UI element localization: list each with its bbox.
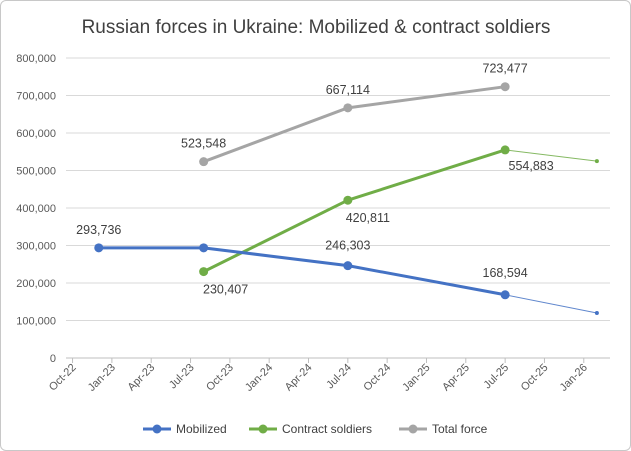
trend-lines — [505, 149, 599, 315]
x-tick-label: Jul-24 — [324, 362, 354, 392]
x-tick-label: Apr-23 — [125, 362, 157, 394]
x-tick-label: Jan-24 — [243, 362, 275, 394]
x-tick-label: Oct-22 — [47, 362, 79, 394]
x-tick-label: Jul-23 — [167, 362, 197, 392]
x-tick-label: Oct-23 — [204, 362, 236, 394]
gridlines — [66, 57, 610, 359]
data-point — [199, 157, 209, 167]
data-point — [343, 261, 353, 271]
x-tick-label: Jul-25 — [482, 362, 512, 392]
x-axis-ticks: Oct-22 Jan-23 Apr-23 Jul-23 Oct-23 Jan-24 Apr-… — [47, 358, 590, 394]
data-label: 667,114 — [326, 83, 370, 97]
legend-marker — [258, 424, 268, 434]
series-line — [203, 85, 506, 164]
data-label: 293,736 — [76, 223, 121, 237]
legend-label: Total force — [432, 422, 488, 436]
data-point — [343, 195, 353, 205]
legend: Mobilized Contract soldiers Total force — [143, 422, 488, 436]
x-tick-label: Oct-25 — [519, 362, 551, 394]
y-tick-label: 400,000 — [16, 203, 56, 215]
data-point — [343, 103, 353, 113]
x-tick-label: Jan-23 — [86, 362, 118, 394]
data-point — [199, 267, 209, 277]
y-tick-label: 800,000 — [16, 53, 56, 65]
series-lines — [94, 82, 510, 300]
data-point — [199, 243, 209, 253]
y-tick-label: 500,000 — [16, 166, 56, 178]
legend-label: Mobilized — [176, 422, 227, 436]
y-tick-label: 600,000 — [16, 128, 56, 140]
y-axis-ticks: 0 100,000 200,000 300,000 400,000 500,000 600,… — [16, 53, 56, 365]
y-tick-label: 200,000 — [16, 278, 56, 290]
y-tick-label: 0 — [50, 353, 56, 365]
data-point — [500, 145, 510, 155]
x-tick-label: Oct-24 — [361, 362, 393, 394]
data-label: 523,548 — [181, 137, 226, 151]
series-line — [98, 246, 506, 297]
data-label: 554,883 — [509, 159, 554, 173]
trend-line — [505, 294, 597, 314]
x-tick-label: Apr-25 — [440, 362, 472, 394]
legend-marker — [408, 424, 418, 434]
data-label: 230,407 — [203, 283, 248, 297]
data-point — [500, 290, 510, 300]
data-labels: 293,736 246,303 168,594 230,407 420,811 554,8… — [76, 62, 554, 297]
data-label: 168,594 — [483, 266, 528, 280]
data-label: 723,477 — [483, 62, 528, 76]
y-tick-label: 300,000 — [16, 241, 56, 253]
legend-marker — [152, 424, 162, 434]
x-tick-label: Jan-25 — [400, 362, 432, 394]
chart-title: Russian forces in Ukraine: Mobilized & c… — [82, 17, 551, 38]
legend-label: Contract soldiers — [282, 422, 372, 436]
trend-end-marker — [594, 159, 599, 164]
data-label: 420,811 — [346, 211, 390, 225]
y-tick-label: 100,000 — [16, 316, 56, 328]
x-tick-label: Apr-24 — [283, 362, 315, 394]
trend-line — [505, 149, 597, 162]
data-point — [500, 82, 510, 92]
y-tick-label: 700,000 — [16, 91, 56, 103]
x-tick-label: Jan-26 — [558, 362, 590, 394]
data-label: 246,303 — [325, 239, 370, 253]
trend-end-marker — [594, 311, 599, 315]
data-point — [94, 243, 104, 253]
